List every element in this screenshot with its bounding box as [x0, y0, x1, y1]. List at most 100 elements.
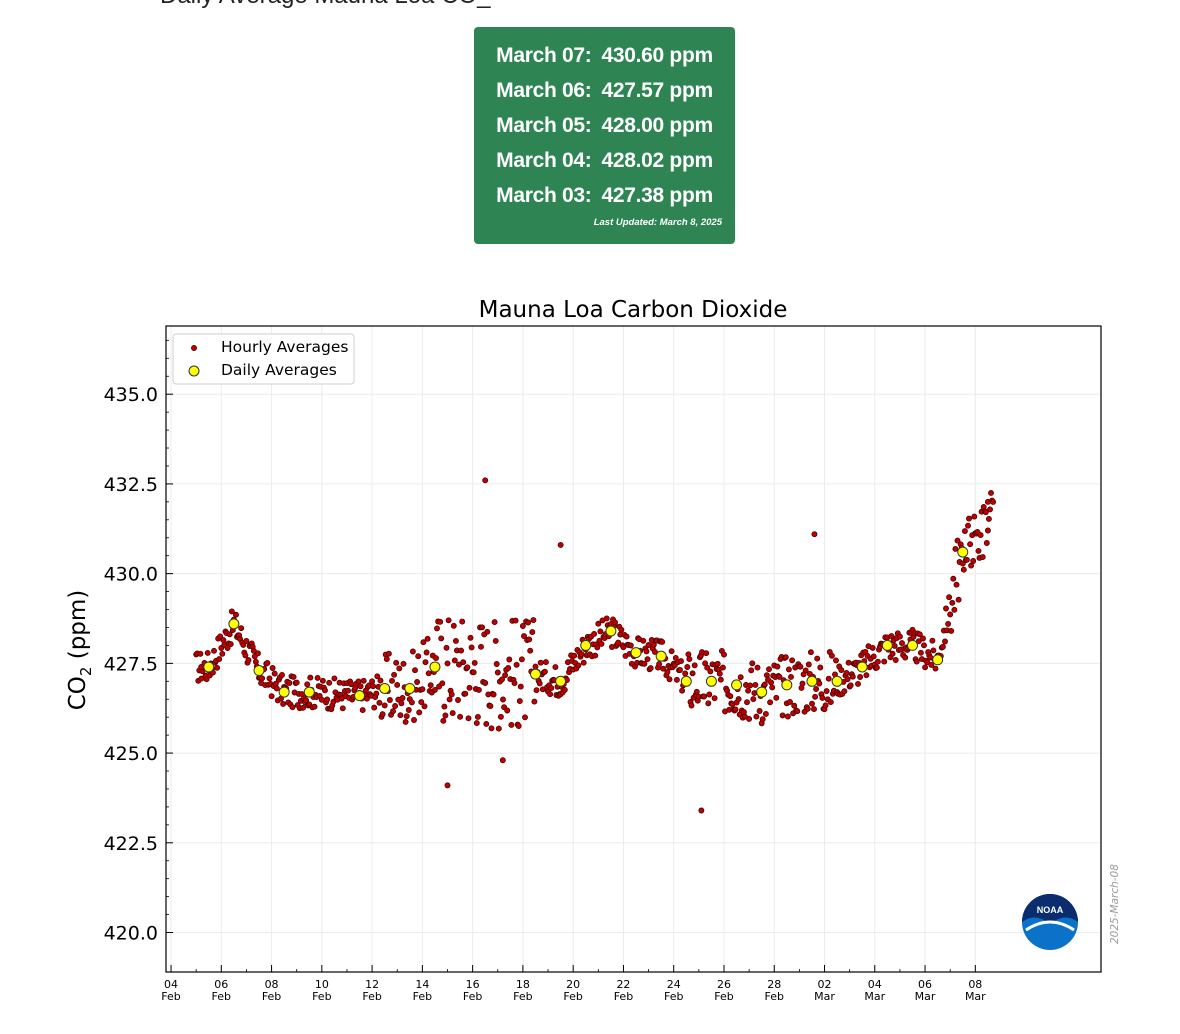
hourly-point: [881, 658, 888, 665]
hourly-point: [402, 718, 409, 725]
legend-hourly-label: Hourly Averages: [221, 338, 348, 356]
hourly-point: [779, 712, 786, 719]
hourly-point: [266, 675, 273, 682]
daily-point: [580, 639, 592, 651]
reading-row: March 03: 427.38 ppm: [474, 181, 735, 216]
hourly-point: [987, 506, 993, 513]
x-tick-day: 04: [164, 978, 178, 991]
hourly-point: [668, 648, 675, 655]
x-tick-month: Feb: [513, 990, 532, 1003]
hourly-point: [240, 641, 247, 648]
hourly-point: [982, 509, 989, 516]
hourly-point: [491, 619, 498, 626]
hourly-point: [917, 649, 924, 656]
hourly-point: [533, 687, 540, 694]
hourly-point: [339, 705, 346, 712]
hourly-point: [557, 541, 564, 548]
hourly-point: [714, 660, 721, 667]
hourly-point: [371, 704, 378, 711]
hourly-point: [483, 720, 490, 727]
hourly-point: [484, 628, 491, 635]
hourly-point: [929, 637, 936, 644]
hourly-point: [788, 673, 794, 680]
hourly-point: [647, 665, 654, 672]
reading-row: March 06: 427.57 ppm: [474, 76, 735, 111]
x-tick-month: Feb: [563, 990, 582, 1003]
hourly-point: [394, 681, 401, 688]
hourly-point: [874, 658, 881, 665]
hourly-point: [827, 699, 834, 706]
hourly-point: [420, 639, 427, 646]
daily-point: [932, 654, 944, 666]
daily-point: [555, 675, 567, 687]
hourly-point: [679, 687, 686, 694]
hourly-point: [870, 653, 877, 660]
hourly-point: [303, 697, 310, 704]
hourly-point: [776, 673, 783, 680]
hourly-point: [825, 675, 832, 682]
x-tick-month: Feb: [212, 990, 231, 1003]
hourly-point: [849, 673, 856, 680]
hourly-point: [373, 690, 380, 697]
hourly-point: [732, 706, 739, 713]
hourly-point: [769, 684, 776, 691]
hourly-point: [561, 686, 568, 693]
hourly-point: [942, 638, 948, 645]
x-tick-month: Feb: [312, 990, 331, 1003]
daily-point: [856, 661, 868, 673]
hourly-point: [442, 712, 449, 719]
y-tick-label: 420.0: [104, 923, 158, 945]
legend-daily-marker: [188, 365, 200, 377]
hourly-point: [376, 699, 383, 706]
hourly-point: [541, 668, 548, 675]
hourly-point: [479, 624, 486, 631]
hourly-point: [542, 659, 549, 666]
hourly-point: [478, 643, 484, 650]
hourly-point: [400, 660, 407, 667]
hourly-point: [828, 652, 835, 659]
hourly-point: [537, 659, 544, 666]
daily-point: [429, 661, 441, 673]
hourly-point: [802, 667, 809, 674]
hourly-point: [499, 676, 505, 683]
hourly-point: [357, 683, 364, 690]
hourly-point: [988, 489, 994, 496]
x-tick-day: 08: [968, 978, 982, 991]
hourly-point: [422, 659, 429, 666]
hourly-point: [226, 631, 233, 638]
hourly-point: [737, 674, 744, 681]
hourly-point: [465, 715, 472, 722]
hourly-point: [512, 617, 519, 624]
x-tick-month: Mar: [915, 990, 936, 1003]
hourly-point: [761, 681, 768, 688]
hourly-point: [961, 528, 968, 535]
hourly-point: [816, 680, 823, 687]
hourly-point: [513, 661, 520, 668]
hourly-point: [673, 676, 680, 683]
hourly-point: [411, 717, 417, 723]
daily-point: [881, 639, 893, 651]
hourly-point: [698, 807, 705, 814]
hourly-point: [268, 693, 275, 700]
hourly-point: [845, 659, 852, 666]
reading-date: March 04:: [496, 149, 592, 172]
hourly-points: [193, 477, 997, 814]
hourly-point: [955, 596, 962, 603]
hourly-point: [843, 670, 850, 676]
hourly-point: [211, 647, 217, 654]
hourly-point: [595, 620, 602, 627]
noaa-logo-icon: NOAA: [1022, 894, 1078, 950]
daily-point: [781, 679, 793, 691]
hourly-point: [768, 679, 775, 686]
hourly-point: [664, 669, 671, 675]
hourly-point: [703, 650, 710, 657]
hourly-point: [198, 663, 205, 670]
hourly-point: [204, 649, 211, 656]
x-tick-month: Feb: [714, 990, 733, 1003]
hourly-point: [645, 642, 652, 648]
hourly-point: [525, 619, 532, 626]
hourly-point: [782, 654, 789, 661]
hourly-point: [789, 657, 796, 664]
x-tick-day: 12: [365, 978, 379, 991]
hourly-point: [799, 680, 806, 687]
